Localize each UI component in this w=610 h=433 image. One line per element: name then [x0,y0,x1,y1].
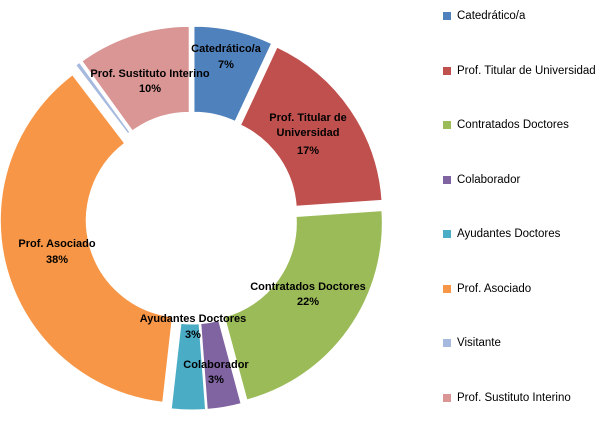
legend-item-catedratico-a: Catedrático/a [443,9,525,23]
legend-label: Prof. Asociado [457,283,532,295]
slice-labels-group: Catedrático/a 7% Prof. Titular de Universid… [18,43,365,386]
slices-group [0,25,383,411]
legend-label: Visitante [457,337,501,349]
legend-label: Prof. Sustituto Interino [457,392,571,404]
legend-swatch [443,394,451,402]
legend-swatch [443,176,451,184]
slice-label-prof-asociado: Prof. Asociado 38% [18,238,95,266]
slice-prof-sustituto-interino [81,25,190,132]
legend-label: Ayudantes Doctores [457,228,561,240]
legend-item-prof-sustituto-interino: Prof. Sustituto Interino [443,391,571,405]
legend-swatch [443,121,451,129]
legend-label: Prof. Titular de Universidad [457,65,596,77]
legend-label: Colaborador [457,174,521,186]
legend-swatch [443,339,451,347]
slice-prof-asociado [0,74,173,403]
legend-item-ayudantes-doctores: Ayudantes Doctores [443,227,560,241]
slice-label-prof-titular-de-universidad: Prof. Titular de Universidad 17% [269,112,346,157]
slice-label-catedratico-a: Catedrático/a 7% [191,43,262,71]
legend-swatch [443,230,451,238]
slice-catedratico-a [193,25,273,123]
slice-label-ayudantes-doctores: Ayudantes Doctores 3% [140,313,247,341]
slice-visitante [75,61,131,135]
slice-label-prof-sustituto-interino: Prof. Sustituto Interino 10% [90,68,209,95]
slice-ayudantes-doctores [170,322,207,411]
legend-item-prof-asociado: Prof. Asociado [443,282,531,296]
slice-prof-titular-de-universidad [239,46,383,207]
slice-contratados-doctores [223,210,383,401]
legend-item-visitante: Visitante [443,336,501,350]
slice-label-colaborador: Colaborador 3% [183,359,249,386]
slice-label-contratados-doctores: Contratados Doctores 22% [250,281,366,308]
legend-label: Contratados Doctores [457,119,569,131]
legend-swatch [443,67,451,75]
legend-label: Catedrático/a [457,10,526,22]
legend-item-colaborador: Colaborador [443,173,520,187]
legend-item-contratados-doctores: Contratados Doctores [443,118,569,132]
slice-colaborador [200,319,242,410]
legend-item-prof-titular-de-universidad: Prof. Titular de Universidad [443,64,596,78]
legend-swatch [443,285,451,293]
legend-swatch [443,12,451,20]
